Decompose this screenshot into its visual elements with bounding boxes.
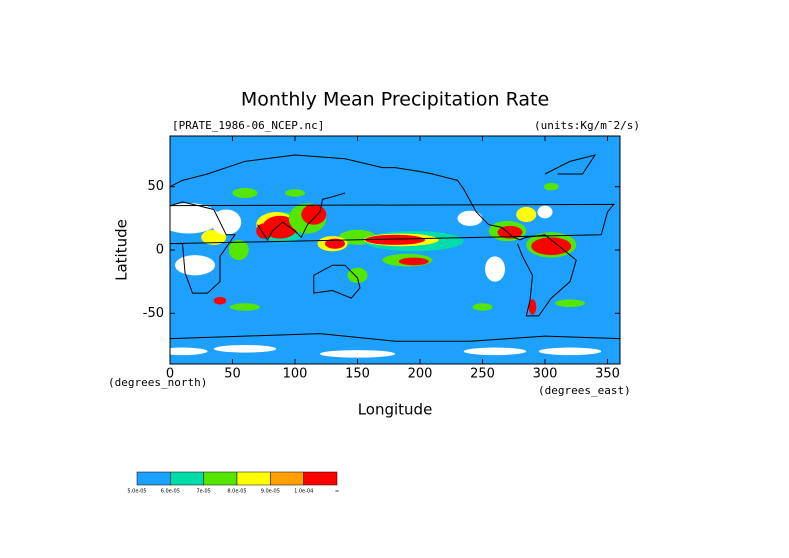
precip-region [213,296,227,305]
missing-data [320,350,395,358]
legend-swatch [270,471,304,486]
legend-swatch [170,471,204,486]
precip-region [256,223,272,239]
precip-region [230,303,260,311]
missing-data [213,345,277,353]
source-label: [PRATE_1986-06_NCEP.nc] [172,119,324,132]
y-unit: (degrees_north) [108,376,207,389]
precip-region [347,267,368,283]
chart-title: Monthly Mean Precipitation Rate [241,89,549,111]
precip-region [228,239,249,261]
precip-region [516,206,537,223]
legend-label: 1.0e-04 [294,489,313,495]
x-tick-label: 50 [224,367,241,382]
missing-data [211,209,242,235]
missing-data [457,210,483,226]
units-label: (units:Kg/m¯2/s) [534,119,640,132]
coastline [169,333,621,342]
legend-swatch [203,471,238,486]
legend-label: 8.0e-05 [227,489,246,495]
x-tick-label: 300 [533,367,558,382]
coastline [257,192,346,241]
legend-swatch [136,471,171,486]
precip-region [285,189,305,197]
y-tick-label: -50 [143,306,164,321]
x-tick-label: 250 [470,367,495,382]
x-unit: (degrees_east) [538,384,631,397]
x-tick-label: 150 [345,367,370,382]
precip-region [301,204,327,225]
missing-data [538,347,602,356]
missing-data [157,203,220,234]
precip-region [365,234,425,245]
precip-region [528,299,537,315]
coastline [169,201,615,294]
coastline [169,154,395,188]
precip-region [472,303,493,311]
missing-data [485,256,505,282]
y-axis-label: Latitude [113,219,131,281]
x-tick-label: 200 [408,367,433,382]
x-axis-label: Longitude [358,401,433,419]
legend-label: 6.0e-05 [161,489,180,495]
precip-region [325,238,345,249]
coastline [544,154,597,175]
y-tick-label: 0 [156,243,164,258]
x-tick-label: 0 [166,367,174,382]
legend-swatch [303,471,338,486]
y-tick-label: 50 [147,179,164,194]
precip-region [555,299,585,308]
legend-label: 5.0e-05 [127,489,146,495]
precip-region [232,187,258,199]
legend-label: 7e-05 [196,489,210,495]
coastline [313,264,361,299]
missing-data [175,255,215,276]
legend-label: 9.0e-05 [261,489,280,495]
missing-data [157,347,208,356]
legend-label: ∞ [335,489,339,495]
x-tick-label: 100 [283,367,308,382]
missing-data [463,347,527,356]
legend-swatch [236,471,271,486]
precip-region [398,257,429,266]
precip-region [531,237,572,256]
precip-region [543,182,559,191]
missing-data [537,205,553,219]
x-tick-label: 350 [595,367,620,382]
